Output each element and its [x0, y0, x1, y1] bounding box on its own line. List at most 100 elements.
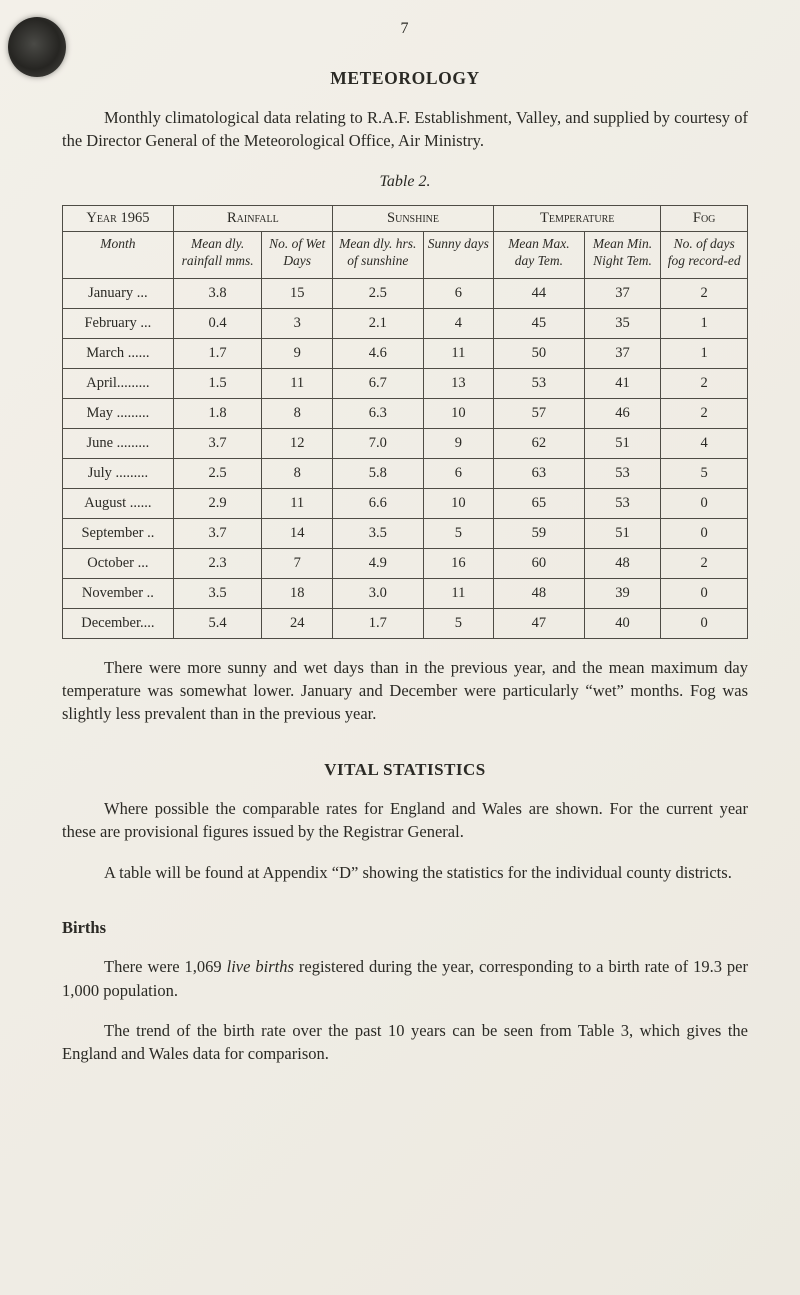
table-row: February ... 0.4 3 2.1 4 45 35 1 [62, 307, 748, 339]
value-cell: 13 [422, 367, 495, 399]
table-row: January ... 3.8 15 2.5 6 44 37 2 [62, 277, 748, 309]
value-cell: 8 [261, 457, 333, 489]
value-cell: 50 [493, 337, 585, 369]
month-cell: March ...... [62, 337, 174, 369]
month-cell: June ......... [62, 427, 174, 459]
value-cell: 3.7 [172, 427, 263, 459]
value-cell: 10 [422, 487, 495, 519]
value-cell: 37 [583, 337, 662, 369]
vital-statistics-paragraph-1: Where possible the comparable rates for … [62, 798, 748, 842]
value-cell: 2.5 [331, 277, 424, 309]
value-cell: 41 [583, 367, 662, 399]
value-cell: 6.7 [331, 367, 424, 399]
value-cell: 0 [660, 577, 748, 609]
value-cell: 4 [422, 307, 495, 339]
value-cell: 60 [493, 547, 585, 579]
col-header-min-temp: Mean Min. Night Tem. [583, 230, 662, 279]
value-cell: 7 [261, 547, 333, 579]
page-content: 7 METEOROLOGY Monthly climatological dat… [62, 20, 748, 1064]
value-cell: 35 [583, 307, 662, 339]
value-cell: 2 [660, 397, 748, 429]
value-cell: 3.5 [172, 577, 263, 609]
value-cell: 4.6 [331, 337, 424, 369]
value-cell: 2 [660, 277, 748, 309]
births-paragraph-2: The trend of the birth rate over the pas… [62, 1020, 748, 1064]
value-cell: 65 [493, 487, 585, 519]
value-cell: 0 [660, 487, 748, 519]
table-row: December.... 5.4 24 1.7 5 47 40 0 [62, 607, 748, 639]
table-caption: Table 2. [379, 172, 431, 190]
value-cell: 0.4 [172, 307, 263, 339]
col-header-sunny-days: Sunny days [422, 230, 495, 279]
col-header-wet-days: No. of Wet Days [261, 230, 333, 279]
table-row: April......... 1.5 11 6.7 13 53 41 2 [62, 367, 748, 399]
page-number: 7 [400, 20, 410, 37]
value-cell: 1.8 [172, 397, 263, 429]
table-row: October ... 2.3 7 4.9 16 60 48 2 [62, 547, 748, 579]
month-cell: April......... [62, 367, 174, 399]
col-header-month: Month [62, 230, 174, 279]
value-cell: 47 [493, 607, 585, 639]
value-cell: 3.0 [331, 577, 424, 609]
value-cell: 18 [261, 577, 333, 609]
col-group-rainfall: Rainfall [172, 204, 333, 232]
col-header-fog-days: No. of days fog record-ed [660, 230, 748, 279]
after-table-paragraph: There were more sunny and wet days than … [62, 657, 748, 724]
month-cell: August ...... [62, 487, 174, 519]
births-paragraph-1: There were 1,069 live births registered … [62, 955, 748, 1002]
births-text-post: registered during the year, correspondin… [62, 957, 748, 1000]
value-cell: 2.3 [172, 547, 263, 579]
births-text-italic: live births [226, 957, 294, 977]
value-cell: 2.5 [172, 457, 263, 489]
value-cell: 53 [583, 457, 662, 489]
month-cell: May ......... [62, 397, 174, 429]
value-cell: 40 [583, 607, 662, 639]
scan-artifact-blob [8, 17, 66, 77]
value-cell: 6.6 [331, 487, 424, 519]
value-cell: 45 [493, 307, 585, 339]
value-cell: 5 [422, 607, 495, 639]
value-cell: 51 [583, 517, 662, 549]
value-cell: 48 [493, 577, 585, 609]
month-cell: December.... [62, 607, 174, 639]
value-cell: 11 [261, 487, 333, 519]
value-cell: 14 [261, 517, 333, 549]
col-group-temperature: Temperature [493, 204, 662, 232]
value-cell: 1.5 [172, 367, 263, 399]
table-row: August ...... 2.9 11 6.6 10 65 53 0 [62, 487, 748, 519]
table-row: September .. 3.7 14 3.5 5 59 51 0 [62, 517, 748, 549]
value-cell: 9 [261, 337, 333, 369]
table-body: January ... 3.8 15 2.5 6 44 37 2 February ... 0.4… [62, 277, 748, 639]
table-row: November .. 3.5 18 3.0 11 48 39 0 [62, 577, 748, 609]
births-heading: Births [62, 918, 107, 938]
value-cell: 53 [493, 367, 585, 399]
value-cell: 48 [583, 547, 662, 579]
value-cell: 5 [422, 517, 495, 549]
value-cell: 59 [493, 517, 585, 549]
value-cell: 0 [660, 517, 748, 549]
value-cell: 39 [583, 577, 662, 609]
value-cell: 11 [261, 367, 333, 399]
value-cell: 63 [493, 457, 585, 489]
value-cell: 9 [422, 427, 495, 459]
value-cell: 2 [660, 547, 748, 579]
value-cell: 0 [660, 607, 748, 639]
value-cell: 10 [422, 397, 495, 429]
value-cell: 3.7 [172, 517, 263, 549]
value-cell: 4 [660, 427, 748, 459]
col-header-max-temp: Mean Max. day Tem. [493, 230, 585, 279]
value-cell: 3.8 [172, 277, 263, 309]
value-cell: 5.8 [331, 457, 424, 489]
value-cell: 6 [422, 277, 495, 309]
value-cell: 24 [261, 607, 333, 639]
month-cell: November .. [62, 577, 174, 609]
value-cell: 16 [422, 547, 495, 579]
value-cell: 46 [583, 397, 662, 429]
table-row: June ......... 3.7 12 7.0 9 62 51 4 [62, 427, 748, 459]
meteorology-table: Year 1965 Rainfall Sunshine Temperature … [62, 204, 748, 639]
vital-statistics-heading: VITAL STATISTICS [324, 759, 486, 779]
value-cell: 44 [493, 277, 585, 309]
value-cell: 3 [261, 307, 333, 339]
value-cell: 62 [493, 427, 585, 459]
